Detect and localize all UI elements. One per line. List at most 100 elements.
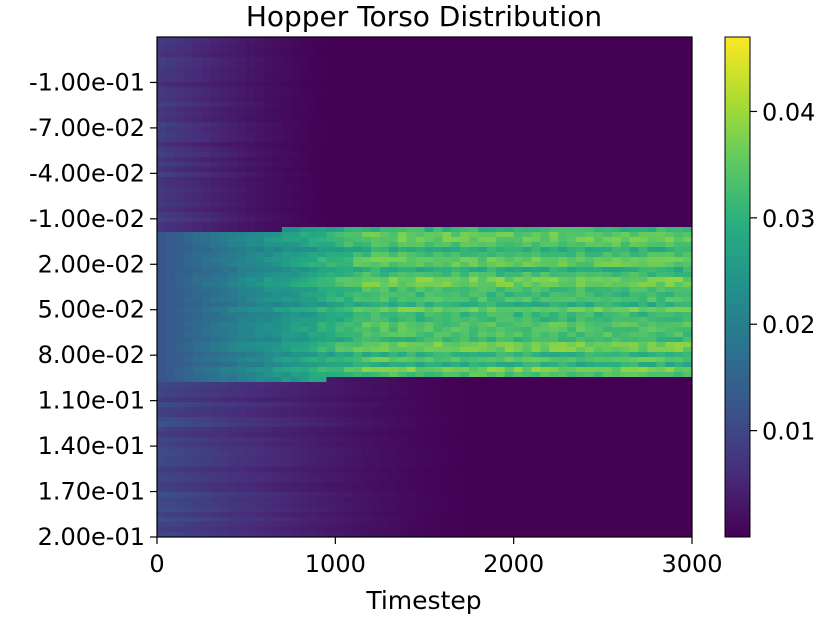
heat-cell: [246, 97, 256, 103]
heat-cell: [353, 312, 363, 318]
heat-cell: [424, 77, 435, 83]
heat-cell: [308, 92, 319, 98]
heat-cell: [326, 47, 336, 53]
heat-cell: [656, 412, 666, 418]
heat-cell: [611, 42, 622, 48]
heat-cell: [415, 412, 426, 418]
heat-cell: [674, 72, 684, 78]
heat-cell: [183, 202, 194, 208]
heat-cell: [317, 92, 328, 98]
heat-cell: [219, 452, 229, 458]
heat-cell: [674, 307, 684, 313]
heat-cell: [576, 362, 586, 368]
heat-cell: [317, 437, 328, 443]
heat-cell: [183, 442, 194, 448]
heat-cell: [379, 202, 390, 208]
heat-cell: [549, 342, 559, 348]
heat-cell: [406, 42, 417, 48]
heat-cell: [255, 52, 265, 58]
heat-cell: [611, 77, 622, 83]
heat-cell: [299, 262, 310, 268]
heat-cell: [210, 147, 221, 153]
heat-cell: [504, 57, 515, 63]
heat-cell: [228, 182, 238, 188]
heat-cell: [388, 237, 399, 243]
heat-cell: [165, 62, 176, 68]
heat-cell: [647, 372, 657, 378]
heat-cell: [576, 302, 586, 308]
heat-cell: [255, 202, 265, 208]
heat-cell: [264, 117, 274, 123]
heat-cell: [415, 167, 426, 173]
heat-cell: [611, 397, 622, 403]
heat-cell: [495, 232, 506, 238]
heat-cell: [165, 212, 176, 218]
heat-cell: [201, 102, 212, 108]
heat-cell: [656, 97, 666, 103]
heat-cell: [246, 62, 256, 68]
heat-cell: [308, 367, 319, 373]
heat-cell: [549, 222, 559, 228]
heat-cell: [647, 357, 657, 363]
heat-cell: [281, 127, 292, 133]
heat-cell: [290, 212, 301, 218]
heat-cell: [201, 162, 212, 168]
heat-cell: [246, 287, 256, 293]
heat-cell: [638, 147, 649, 153]
heat-cell: [486, 177, 497, 183]
heat-cell: [264, 112, 274, 118]
heat-cell: [469, 392, 479, 398]
heat-cell: [460, 237, 470, 243]
heat-cell: [165, 147, 176, 153]
heat-cell: [388, 242, 399, 248]
heat-cell: [228, 257, 238, 263]
heat-cell: [478, 142, 488, 148]
heat-cell: [629, 422, 640, 428]
heat-cell: [397, 347, 408, 353]
heat-cell: [486, 367, 497, 373]
heat-cell: [157, 357, 167, 363]
heat-cell: [531, 327, 542, 333]
heat-cell: [620, 322, 631, 328]
heat-cell: [638, 407, 649, 413]
heat-cell: [272, 57, 283, 63]
heat-cell: [629, 307, 640, 313]
heat-cell: [576, 182, 586, 188]
heat-cell: [629, 72, 640, 78]
heat-cell: [299, 222, 310, 228]
heat-cell: [567, 357, 577, 363]
heat-cell: [647, 57, 657, 63]
heat-cell: [549, 392, 559, 398]
heat-cell: [549, 117, 559, 123]
heat-cell: [593, 252, 604, 258]
heat-cell: [210, 427, 221, 433]
heat-cell: [326, 342, 336, 348]
heat-cell: [460, 322, 470, 328]
heat-cell: [478, 202, 488, 208]
heat-cell: [665, 47, 675, 53]
heat-cell: [353, 372, 363, 378]
heat-cell: [656, 317, 666, 323]
heat-cell: [228, 127, 238, 133]
heat-cell: [522, 272, 533, 278]
heat-cell: [674, 242, 684, 248]
heat-cell: [593, 357, 604, 363]
heat-cell: [388, 37, 399, 43]
heat-cell: [237, 227, 247, 233]
heat-cell: [192, 357, 203, 363]
heat-cell: [629, 107, 640, 113]
heat-cell: [157, 447, 167, 453]
heat-cell: [272, 382, 283, 388]
heat-cell: [683, 317, 692, 323]
heat-cell: [281, 327, 292, 333]
heat-cell: [308, 422, 319, 428]
heat-cell: [174, 72, 185, 78]
heat-cell: [442, 42, 452, 48]
heat-cell: [567, 192, 577, 198]
heat-cell: [335, 407, 345, 413]
heat-cell: [228, 57, 238, 63]
heat-cell: [540, 342, 550, 348]
heat-cell: [593, 287, 604, 293]
heat-cell: [442, 407, 452, 413]
heat-cell: [495, 392, 506, 398]
